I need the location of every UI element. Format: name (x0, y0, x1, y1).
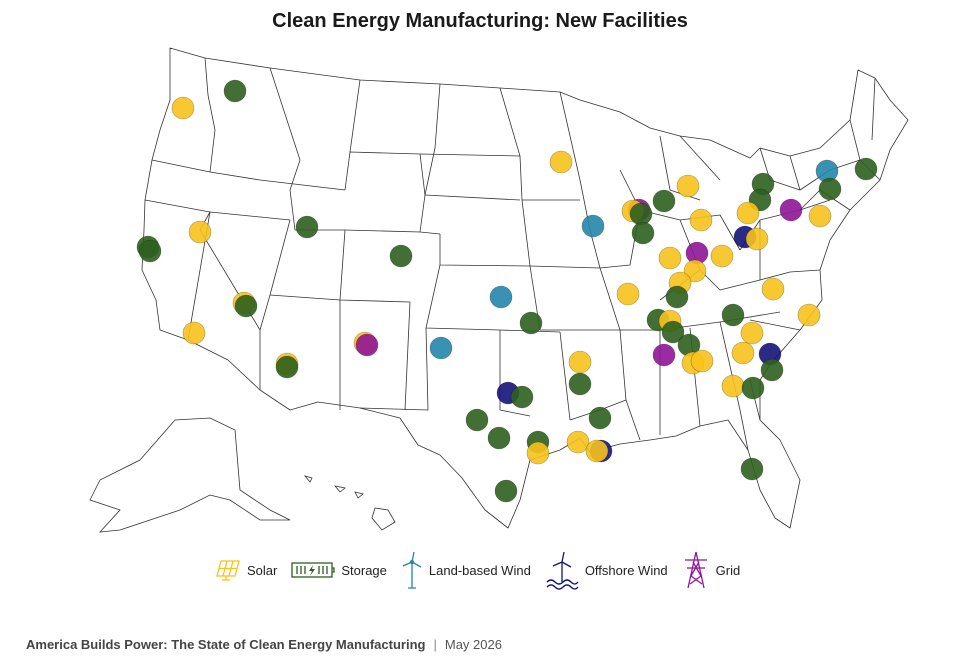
facility-markers (136, 79, 878, 503)
facility-marker-storage (510, 385, 534, 409)
facility-marker-storage (760, 358, 784, 382)
facility-marker-solar (585, 439, 609, 463)
battery-icon (291, 562, 336, 578)
legend-label: Storage (341, 562, 387, 578)
facility-marker-solar (745, 227, 769, 251)
legend: Solar Storage Land-based Wind (215, 550, 740, 590)
facility-marker-solar (568, 350, 592, 374)
transmission-tower-icon (684, 551, 707, 589)
facility-marker-storage (665, 285, 689, 309)
facility-marker-solar (683, 259, 707, 283)
alaska-outline (89, 417, 291, 533)
footer: America Builds Power: The State of Clean… (26, 637, 502, 652)
legend-label: Offshore Wind (584, 562, 668, 578)
facility-marker-solar (549, 150, 573, 174)
facility-marker-storage (568, 372, 592, 396)
facility-marker-solar (736, 201, 760, 225)
facility-marker-storage (721, 303, 745, 327)
facility-marker-storage (631, 221, 655, 245)
facility-marker-solar (710, 244, 734, 268)
legend-label: Solar (247, 562, 278, 578)
facility-marker-storage (234, 294, 258, 318)
legend-item-offshore-wind: Offshore Wind (545, 550, 668, 590)
legend-item-solar: Solar (215, 559, 277, 581)
facility-marker-storage (588, 406, 612, 430)
facility-marker-storage (275, 355, 299, 379)
facility-marker-storage (741, 376, 765, 400)
date-text: May 2026 (444, 637, 502, 652)
facility-marker-solar (171, 96, 195, 120)
facility-marker-storage (629, 202, 653, 226)
source-text: America Builds Power: The State of Clean… (26, 637, 426, 652)
facility-marker-storage (652, 189, 676, 213)
facility-marker-storage (295, 215, 319, 239)
facility-marker-solar (566, 430, 590, 454)
us-outline (141, 47, 909, 529)
facility-marker-land-based-wind (429, 336, 453, 360)
solar-panel-icon (216, 560, 240, 581)
legend-label: Land-based Wind (428, 562, 531, 578)
wind-turbine-icon (402, 551, 422, 589)
facility-marker-solar (182, 321, 206, 345)
legend-item-storage: Storage (291, 560, 387, 580)
facility-marker-storage (519, 311, 543, 335)
facility-marker-storage (487, 426, 511, 450)
facility-marker-storage (740, 457, 764, 481)
facility-marker-grid (779, 198, 803, 222)
facility-marker-storage (818, 177, 842, 201)
facility-marker-grid (652, 343, 676, 367)
facility-marker-storage (661, 320, 685, 344)
facility-marker-storage (223, 79, 247, 103)
facility-marker-solar (689, 208, 713, 232)
facility-marker-land-based-wind (581, 214, 605, 238)
facility-marker-storage (389, 244, 413, 268)
hawaii-outline (303, 475, 396, 531)
legend-item-grid: Grid (682, 550, 741, 590)
map-title: Clean Energy Manufacturing: New Faciliti… (272, 10, 688, 32)
facility-marker-solar (690, 349, 714, 373)
footer-separator: | (433, 637, 437, 652)
facility-marker-storage (138, 239, 162, 263)
facility-marker-solar (721, 374, 745, 398)
facility-marker-storage (465, 408, 489, 432)
us-map (89, 47, 909, 533)
facility-marker-solar (761, 277, 785, 301)
legend-label: Grid (715, 562, 741, 578)
offshore-wind-icon (546, 551, 579, 590)
facility-marker-solar (616, 282, 640, 306)
facility-marker-solar (797, 303, 821, 327)
facility-marker-storage (494, 479, 518, 503)
facility-marker-solar (740, 321, 764, 345)
facility-marker-storage (854, 157, 878, 181)
facility-marker-solar (188, 220, 212, 244)
facility-marker-solar (731, 341, 755, 365)
facility-marker-grid (355, 333, 379, 357)
legend-item-land-wind: Land-based Wind (401, 550, 531, 590)
state-outlines (141, 47, 909, 529)
facility-marker-solar (808, 204, 832, 228)
facility-marker-solar (676, 174, 700, 198)
facility-marker-solar (526, 441, 550, 465)
facility-marker-solar (658, 246, 682, 270)
facility-marker-land-based-wind (489, 285, 513, 309)
